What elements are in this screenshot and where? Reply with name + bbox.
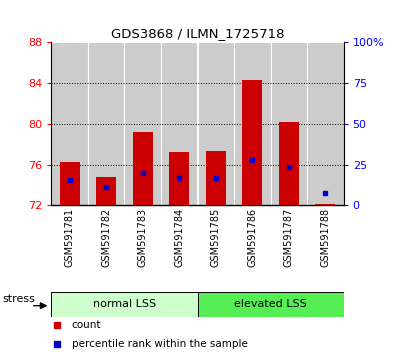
Bar [307,42,344,205]
Bar [198,42,234,205]
Bar [96,177,116,205]
Bar [234,42,271,205]
Bar [88,42,124,205]
Bar [169,153,189,205]
Bar [133,132,153,205]
Bar [271,42,307,205]
Bar [51,42,88,205]
Text: percentile rank within the sample: percentile rank within the sample [72,339,248,349]
Bar [279,122,299,205]
Bar [206,152,226,205]
Bar [124,42,161,205]
Text: count: count [72,320,101,330]
Bar [161,42,198,205]
Text: stress: stress [3,294,36,304]
Text: elevated LSS: elevated LSS [234,299,307,309]
Bar [242,80,262,205]
Title: GDS3868 / ILMN_1725718: GDS3868 / ILMN_1725718 [111,27,284,40]
Bar [51,292,198,317]
Text: normal LSS: normal LSS [93,299,156,309]
Bar [198,292,344,317]
Bar [60,161,80,205]
Bar [315,204,335,205]
